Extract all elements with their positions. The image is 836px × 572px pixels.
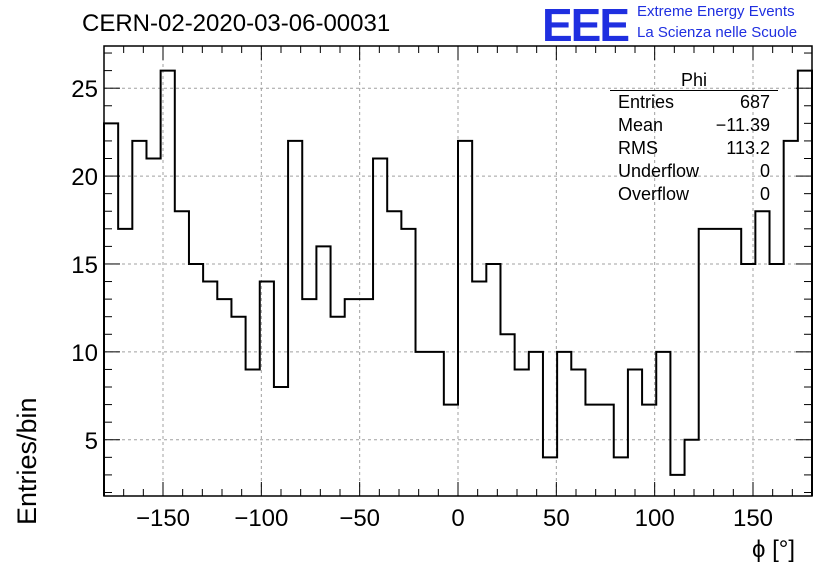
stats-label: Underflow	[618, 161, 700, 181]
run-title: CERN-02-2020-03-06-00031	[82, 10, 391, 37]
x-tick-label: 100	[635, 505, 675, 532]
histogram-outline	[103, 69, 813, 496]
eee-logo: EEE	[542, 0, 630, 51]
stats-value: 0	[759, 161, 770, 181]
stats-row-mean: Mean −11.39	[610, 114, 778, 137]
stats-label: Mean	[618, 115, 664, 135]
stats-row-rms: RMS 113.2	[610, 137, 778, 160]
y-tick-label: 10	[71, 340, 98, 367]
stats-value: 687	[739, 92, 770, 112]
y-tick-label: 5	[85, 428, 98, 455]
x-tick-label: −100	[234, 505, 288, 532]
tick-layer	[103, 46, 813, 496]
org-name-line1: Extreme Energy Events	[637, 3, 795, 20]
stats-value: 0	[759, 184, 770, 204]
stats-label: Entries	[618, 92, 675, 112]
stats-value: −11.39	[715, 115, 770, 135]
stats-value: 113.2	[726, 138, 770, 158]
x-axis-label: ϕ [°]	[752, 536, 796, 563]
stats-box: Phi Entries 687 Mean −11.39 RMS 113.2 Un…	[610, 70, 778, 206]
stats-row-overflow: Overflow 0	[610, 183, 778, 206]
org-name-line2: La Scienza nelle Scuole	[637, 24, 798, 41]
x-tick-label: 0	[451, 505, 464, 532]
y-tick-label: 20	[71, 164, 98, 191]
stats-row-entries: Entries 687	[610, 91, 778, 114]
x-tick-label: −50	[339, 505, 380, 532]
stats-title: Phi	[610, 70, 778, 91]
stats-label: Overflow	[618, 184, 690, 204]
stats-label: RMS	[618, 138, 658, 158]
y-tick-label: 15	[71, 252, 98, 279]
tick-label-layer: −150 −100 −50 0 50 100 150 5 10 15 20 25	[71, 76, 773, 532]
stats-row-underflow: Underflow 0	[610, 160, 778, 183]
y-tick-label: 25	[71, 76, 98, 103]
x-tick-label: 150	[733, 505, 773, 532]
y-axis-label: Entries/bin	[12, 397, 42, 525]
x-tick-label: 50	[543, 505, 570, 532]
x-tick-label: −150	[136, 505, 190, 532]
